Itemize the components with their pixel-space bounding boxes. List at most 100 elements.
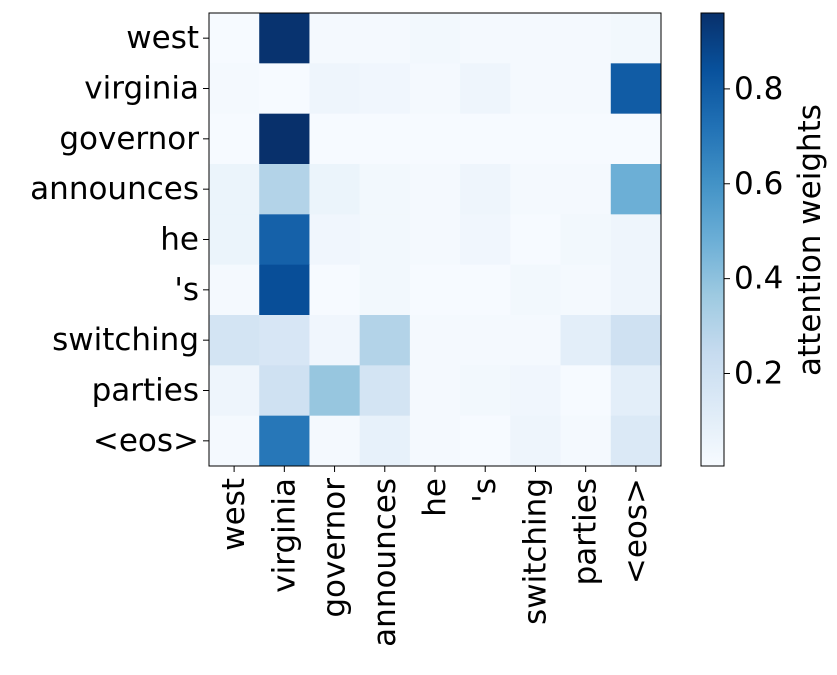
heatmap-cell [560,13,612,64]
heatmap-cell [510,415,562,467]
heatmap-cell [610,63,662,115]
heatmap-cell [560,214,612,266]
heatmap-cell [460,164,511,215]
heatmap-cell [460,13,511,64]
heatmap-cell [610,13,662,64]
heatmap-cell [309,264,361,316]
heatmap-cell [209,113,260,165]
heatmap-cell [309,63,361,115]
heatmap-cell [409,113,461,165]
heatmap-cell [460,214,511,266]
heatmap-cell [359,13,411,64]
x-tick-label: switching [517,478,553,625]
heatmap-cell [560,164,612,215]
heatmap-cell [409,164,461,215]
heatmap-cell [259,13,310,64]
colorbar-gradient [700,12,725,467]
heatmap-cell [259,415,310,467]
heatmap-cell [409,415,461,467]
heatmap-cell [309,13,361,64]
heatmap-cell [359,365,411,417]
heatmap-cell [510,63,562,115]
heatmap-cell [560,113,612,165]
heatmap-cell [209,264,260,316]
heatmap-cell [560,315,612,366]
y-tick-label: governor [59,121,199,157]
heatmap-cell [409,63,461,115]
y-tick-label: announces [30,171,199,207]
x-tick-label: <eos> [618,478,654,584]
heatmap-cell [510,365,562,417]
heatmap-cell [409,214,461,266]
heatmap-cell [510,264,562,316]
heatmap-cell [510,13,562,64]
heatmap-cell [209,365,260,417]
y-tick-label: 's [174,272,199,308]
heatmap-cell [259,214,310,266]
heatmap-cell [359,315,411,366]
heatmap-cell [610,214,662,266]
heatmap-cell [560,365,612,417]
y-tick-label: west [126,20,199,56]
heatmap-cell [610,164,662,215]
heatmap-cell [359,214,411,266]
x-tick-label: parties [568,478,604,585]
heatmap-cell [259,365,310,417]
x-tick-label: virginia [266,478,302,593]
heatmap-cell [460,264,511,316]
heatmap-cell [409,264,461,316]
x-tick-label: announces [367,478,403,647]
heatmap-cell [610,315,662,366]
heatmap-cells [209,13,662,467]
colorbar-tick-label: 0.4 [734,261,783,297]
heatmap-cell [510,164,562,215]
heatmap-cell [309,365,361,417]
y-tick-label: <eos> [93,423,199,459]
heatmap-cell [209,164,260,215]
heatmap-cell [209,63,260,115]
heatmap-cell [460,63,511,115]
heatmap-cell [460,415,511,467]
x-tick-label: governor [317,478,353,618]
heatmap-cell [409,13,461,64]
heatmap-cell [359,415,411,467]
heatmap-cell [309,164,361,215]
heatmap-cell [309,415,361,467]
heatmap-cell [309,113,361,165]
heatmap-cell [510,214,562,266]
x-axis: west virginia governor announces he 's switchi… [216,466,654,647]
heatmap-cell [359,164,411,215]
heatmap-cell [359,63,411,115]
heatmap-cell [309,214,361,266]
heatmap-cell [460,315,511,366]
heatmap-cell [460,365,511,417]
y-axis: west virginia governor announces he 's switchi… [30,20,209,459]
heatmap-cell [409,365,461,417]
heatmap-cell [259,315,310,366]
heatmap-cell [259,113,310,165]
heatmap-cell [259,164,310,215]
heatmap-cell [359,264,411,316]
x-tick-label: west [216,478,252,551]
colorbar-tick-label: 0.8 [734,71,783,107]
heatmap-cell [510,113,562,165]
heatmap-cell [209,415,260,467]
heatmap-cell [560,415,612,467]
colorbar-tick-label: 0.2 [734,356,783,392]
colorbar: 0.2 0.4 0.6 0.8 [700,12,783,467]
heatmap-cell [610,365,662,417]
y-tick-label: virginia [84,71,199,107]
heatmap-cell [460,113,511,165]
heatmap-cell [560,264,612,316]
x-tick-label: 's [467,478,503,503]
heatmap-cell [209,13,260,64]
x-tick-label: he [417,478,453,517]
colorbar-label: attention weights [792,104,828,376]
heatmap-cell [610,113,662,165]
y-tick-label: parties [92,373,199,409]
heatmap-cell [610,264,662,316]
heatmap-cell [209,214,260,266]
heatmap-cell [359,113,411,165]
heatmap-cell [259,63,310,115]
